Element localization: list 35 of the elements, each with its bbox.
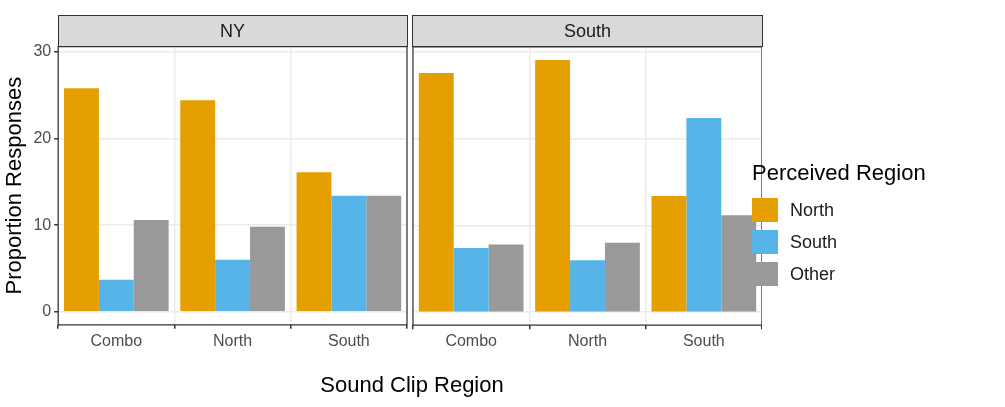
- x-tick-label: South: [327, 332, 370, 350]
- bar: [651, 196, 687, 312]
- chart-title: South: [412, 15, 763, 47]
- x-tick-label: North: [567, 332, 608, 350]
- bar: [535, 60, 571, 312]
- legend-label: North: [790, 199, 835, 221]
- bar: [453, 248, 489, 312]
- bar: [366, 196, 402, 312]
- x-tick-label: South: [682, 332, 725, 350]
- x-tick-label: Combo: [445, 332, 498, 350]
- bar: [64, 88, 99, 312]
- y-tick-label: 30: [33, 42, 52, 60]
- bar: [133, 220, 169, 312]
- bar: [98, 280, 134, 312]
- y-tick-label: 20: [33, 129, 52, 147]
- y-tick-label: 0: [42, 302, 52, 320]
- y-tick-label: 10: [33, 215, 52, 233]
- y-axis-title: Proportion Responses: [1, 77, 27, 295]
- legend-title: Perceived Region: [752, 160, 926, 186]
- bar: [215, 260, 251, 312]
- chart-title: NY: [57, 15, 408, 47]
- bar: [686, 118, 722, 312]
- x-axis-title: Sound Clip Region: [319, 372, 505, 398]
- bar: [331, 196, 367, 312]
- bar: [296, 172, 332, 312]
- bar: [418, 73, 454, 312]
- bar: [488, 244, 524, 312]
- bar: [250, 227, 285, 312]
- bar: [604, 242, 640, 312]
- bar: [180, 100, 216, 312]
- legend-label: Other: [790, 263, 836, 285]
- bar: [570, 260, 605, 312]
- legend-label: South: [790, 231, 838, 253]
- x-tick-label: North: [213, 332, 253, 350]
- x-tick-label: Combo: [90, 332, 143, 350]
